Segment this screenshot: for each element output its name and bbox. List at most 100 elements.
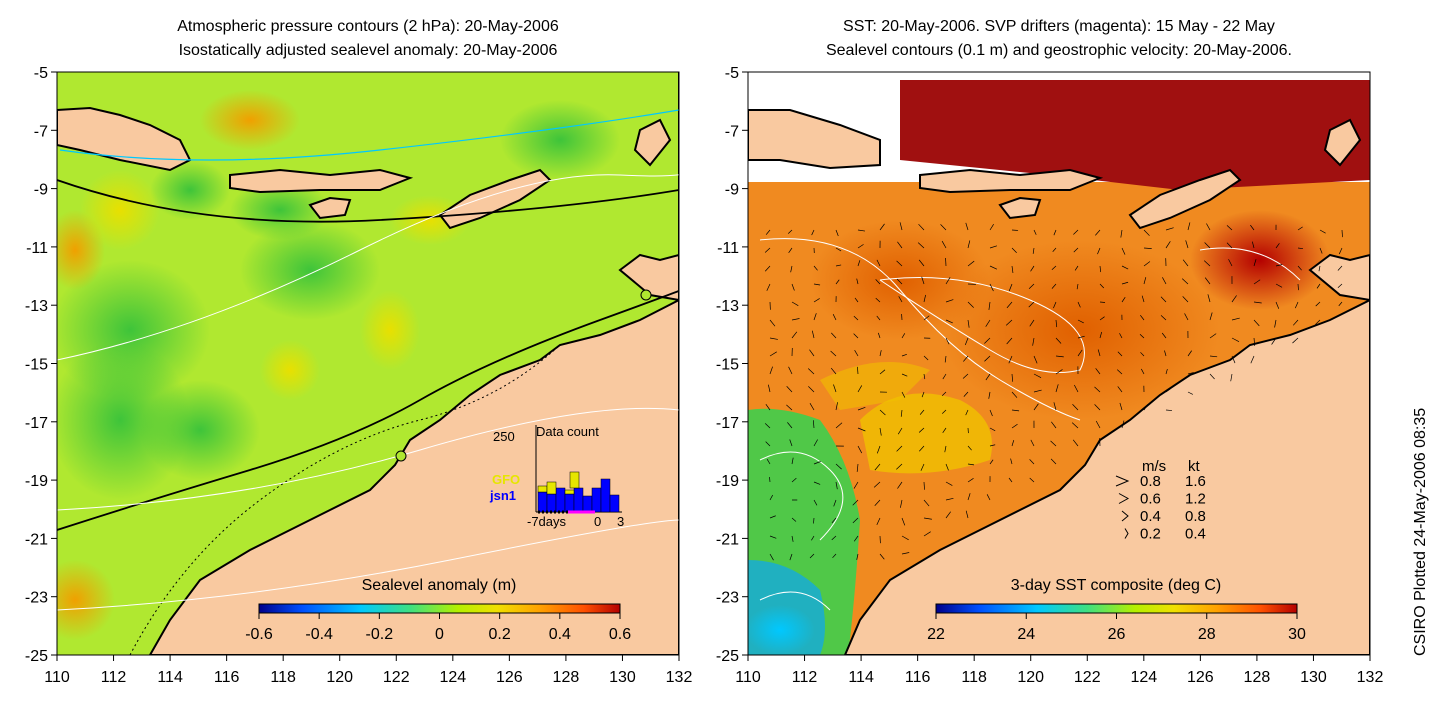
velocity-arrow [985, 373, 991, 381]
velocity-arrow [812, 420, 815, 429]
velocity-arrow [856, 278, 859, 285]
velocity-arrow [1032, 337, 1035, 346]
velocity-arrow [918, 427, 925, 433]
velocity-arrow [945, 277, 951, 285]
velocity-arrow [1033, 229, 1037, 235]
velocity-arrow [1008, 283, 1013, 292]
velocity-arrow [923, 294, 926, 303]
velocity-arrow [1050, 458, 1057, 465]
velocity-arrow [967, 463, 975, 466]
colorbar-tick-label: 0.2 [489, 626, 511, 643]
velocity-arrow [1297, 247, 1304, 250]
velocity-arrow [1119, 333, 1123, 339]
velocity-arrow [962, 373, 969, 379]
inset-bar [546, 481, 557, 495]
velocity-arrow [1160, 315, 1167, 321]
lon-tick-label: 114 [157, 669, 183, 686]
lon-tick-label: 128 [553, 669, 580, 686]
velocity-arrow [1297, 226, 1303, 231]
velocity-arrow [875, 279, 881, 285]
velocity-arrow [1165, 241, 1171, 249]
left-lon-ticks: 110 112 114 116 118 120 122 124 126 128 130 132 [44, 655, 692, 686]
velocity-arrow [1074, 265, 1079, 271]
velocity-arrow [1275, 283, 1283, 288]
lat-tick-label: -21 [716, 531, 739, 548]
velocity-arrow [1077, 335, 1085, 339]
colorbar-tick-label: 0.4 [549, 626, 571, 643]
velocity-arrow [1338, 247, 1343, 255]
inset-bar [537, 491, 548, 513]
lon-tick-label: 128 [1244, 669, 1271, 686]
velocity-arrow [833, 384, 837, 393]
velocity-arrow [1231, 337, 1240, 342]
velocity-arrow [1006, 337, 1013, 345]
velocity-arrow [1119, 402, 1123, 411]
velocity-arrow [984, 355, 991, 362]
velocity-arrow [1140, 352, 1145, 357]
velocity-arrow [923, 355, 929, 361]
velocity-arrow [901, 391, 906, 398]
velocity-arrow [1077, 319, 1084, 324]
velocity-arrow [857, 229, 866, 232]
velocity-arrow [1121, 265, 1129, 270]
velocity-arrow [1209, 355, 1218, 358]
velocity-arrow [809, 402, 815, 411]
velocity-arrow [1250, 355, 1255, 364]
colorbar-tick-label: 22 [927, 626, 945, 643]
velocity-legend-ms: 0.4 [1140, 508, 1161, 525]
velocity-arrow [1315, 319, 1321, 325]
velocity-arrow [1294, 301, 1299, 309]
velocity-arrow [1097, 349, 1101, 357]
velocity-arrow [1099, 283, 1105, 289]
velocity-arrow [1203, 260, 1211, 267]
velocity-arrow [897, 427, 903, 435]
velocity-arrow [1250, 224, 1255, 231]
velocity-arrow [921, 391, 925, 398]
velocity-arrow [1120, 229, 1123, 238]
velocity-arrow [896, 463, 903, 470]
velocity-arrow [854, 350, 859, 357]
velocity-arrow [919, 409, 925, 415]
velocity-arrow [875, 297, 881, 303]
velocity-arrow [967, 493, 971, 501]
lat-tick-label: -17 [25, 415, 48, 432]
velocity-arrow [945, 337, 950, 345]
inset-bar [600, 478, 611, 513]
velocity-arrow [1139, 334, 1145, 339]
velocity-arrow [1055, 355, 1064, 358]
velocity-arrow [896, 445, 903, 452]
velocity-arrow [1074, 384, 1079, 393]
velocity-arrow [1315, 301, 1321, 307]
velocity-arrow [901, 552, 910, 555]
velocity-arrow [790, 265, 793, 273]
lon-tick-label: 124 [439, 669, 466, 686]
velocity-arrow [1209, 333, 1217, 339]
velocity-arrow [1051, 265, 1057, 271]
velocity-arrow [1162, 277, 1167, 285]
left-title-line1: Atmospheric pressure contours (2 hPa): 2… [177, 18, 559, 35]
lon-tick-label: 116 [905, 669, 931, 686]
velocity-arrow [917, 242, 925, 249]
velocity-arrow [923, 517, 932, 520]
inset-legend-jsn1: jsn1 [489, 488, 516, 503]
right-title-line1: SST: 20-May-2006. SVP drifters (magenta)… [843, 18, 1275, 35]
velocity-arrow [1292, 337, 1299, 344]
velocity-arrow [967, 445, 972, 451]
velocity-arrow [1095, 420, 1101, 429]
velocity-arrow [1319, 247, 1323, 254]
velocity-arrow [984, 337, 991, 344]
velocity-arrow [1181, 278, 1189, 285]
velocity-arrow [1206, 223, 1211, 231]
velocity-arrow [1164, 350, 1167, 357]
velocity-arrow [1187, 372, 1194, 375]
velocity-arrow [918, 259, 925, 267]
right-title-line2: Sealevel contours (0.1 m) and geostrophi… [825, 42, 1292, 59]
velocity-arrow [876, 445, 881, 454]
inset-bar [582, 495, 593, 513]
velocity-arrows [764, 222, 1343, 561]
velocity-arrow [879, 350, 882, 357]
velocity-arrow [813, 517, 815, 524]
velocity-arrow [835, 422, 843, 429]
velocity-arrow [923, 373, 926, 380]
inset-ymax: 250 [493, 429, 515, 444]
